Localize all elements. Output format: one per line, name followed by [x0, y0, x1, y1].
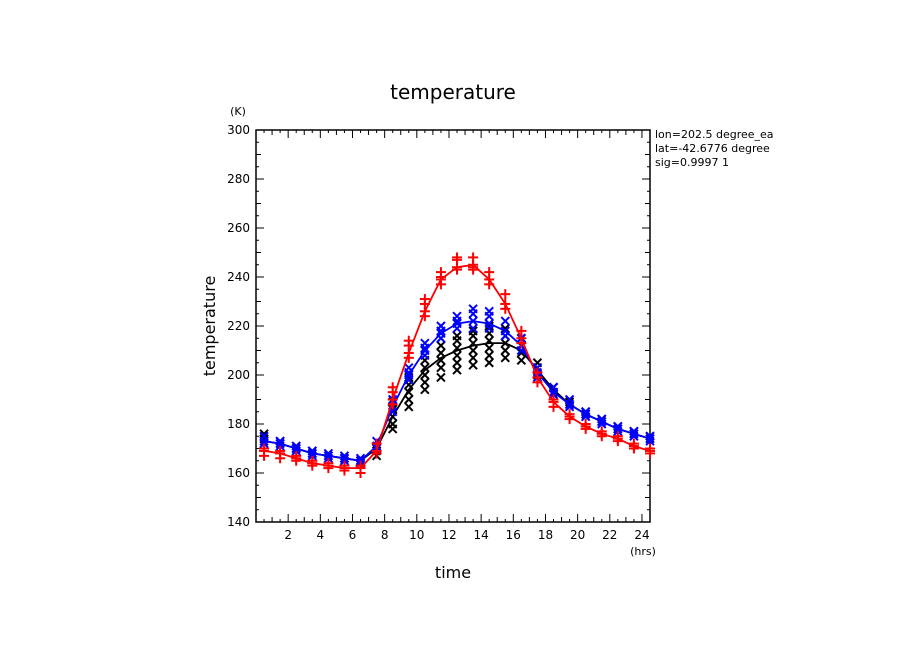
y-tick-label: 140 — [227, 515, 250, 529]
data-point — [564, 402, 575, 412]
data-point — [452, 365, 462, 375]
data-point — [645, 443, 655, 454]
data-point — [436, 372, 446, 383]
data-point — [259, 431, 269, 441]
data-point — [387, 424, 398, 434]
y-tick-label: 240 — [227, 270, 250, 284]
data-point — [259, 450, 270, 461]
data-point — [484, 350, 494, 361]
y-tick-label: 160 — [227, 466, 250, 480]
data-point — [484, 311, 494, 321]
x-axis-label: time — [435, 563, 471, 582]
data-point — [323, 458, 334, 469]
x-tick-label: 10 — [409, 528, 424, 542]
x-tick-label: 14 — [474, 528, 489, 542]
data-point — [468, 345, 478, 356]
data-point — [516, 345, 527, 356]
data-point — [484, 358, 494, 368]
data-point — [404, 402, 414, 412]
y-tick-label: 220 — [227, 319, 250, 333]
y-tick-label: 260 — [227, 221, 250, 235]
data-point — [436, 348, 446, 358]
data-point — [452, 358, 462, 368]
data-point — [371, 438, 382, 449]
x-tick-label: 24 — [634, 528, 649, 542]
y-tick-label: 180 — [227, 417, 250, 431]
x-tick-label: 8 — [381, 528, 389, 542]
data-point — [516, 355, 527, 366]
axis-ticks — [256, 129, 651, 523]
data-point — [468, 353, 478, 363]
y-tick-label: 280 — [227, 172, 250, 186]
data-point — [436, 326, 446, 336]
data-point — [500, 353, 510, 363]
data-point — [403, 335, 414, 346]
series-group — [259, 304, 655, 468]
data-point — [420, 343, 430, 353]
data-point — [500, 323, 510, 334]
data-point — [468, 309, 478, 319]
data-point — [484, 267, 495, 278]
x-tick-label: 20 — [570, 528, 585, 542]
tick-labels: 2 4 6 8 10 12 14 16 18 20 22 2414016018020022024026… — [227, 123, 650, 542]
series-line — [263, 263, 651, 470]
data-point — [436, 362, 446, 373]
data-point — [468, 323, 478, 334]
x-tick-label: 6 — [349, 528, 357, 542]
data-point — [468, 326, 478, 336]
data-point — [500, 345, 510, 356]
data-point — [436, 340, 446, 351]
x-tick-label: 12 — [441, 528, 456, 542]
data-point — [452, 252, 463, 263]
x-tick-label: 4 — [317, 528, 325, 542]
x-tick-label: 18 — [538, 528, 553, 542]
data-point — [420, 377, 430, 388]
x-tick-label: 16 — [506, 528, 521, 542]
data-point — [500, 289, 511, 300]
data-point — [420, 350, 430, 361]
series-layer — [259, 252, 655, 478]
data-point — [484, 343, 494, 353]
series-group — [259, 321, 655, 468]
data-point — [420, 362, 430, 373]
series-line — [263, 342, 651, 462]
data-point — [452, 350, 462, 361]
data-point — [404, 375, 414, 385]
data-point — [259, 429, 269, 439]
chart-title: temperature — [390, 80, 516, 104]
data-point — [452, 343, 462, 353]
data-point — [419, 294, 430, 305]
x-axis-unit: (hrs) — [630, 545, 656, 558]
y-tick-label: 300 — [227, 123, 250, 137]
info-line-sig: sig=0.9997 1 — [655, 156, 729, 169]
data-point — [468, 252, 479, 263]
x-tick-label: 22 — [602, 528, 617, 542]
x-tick-label: 2 — [284, 528, 292, 542]
data-point — [452, 331, 462, 341]
info-line-lon: lon=202.5 degree_ea — [655, 128, 774, 141]
info-line-lat: lat=-42.6776 degree — [655, 142, 770, 155]
info-clip-mask — [780, 125, 904, 175]
data-point — [404, 394, 414, 405]
data-point — [500, 316, 510, 326]
data-point — [580, 411, 591, 422]
data-point — [420, 384, 430, 395]
y-axis-unit: (K) — [230, 105, 246, 118]
data-point — [468, 360, 478, 370]
y-tick-label: 200 — [227, 368, 250, 382]
series-line — [263, 320, 651, 462]
series-group — [259, 252, 655, 478]
y-axis-label: temperature — [200, 276, 219, 377]
